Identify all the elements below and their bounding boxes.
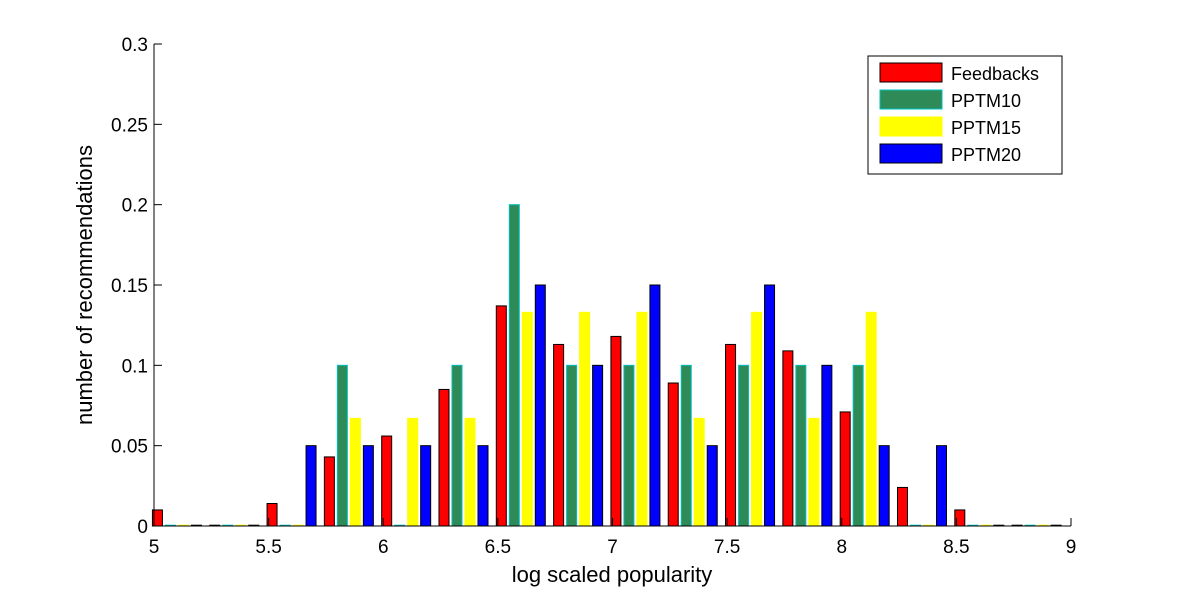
bar-feedbacks-11: [782, 350, 794, 527]
bar-feedbacks-10: [725, 343, 737, 527]
x-tick-label: 5.5: [255, 537, 281, 558]
bars-group: [151, 204, 1062, 527]
bar-pptm15-11: [808, 417, 820, 527]
bar-pptm10-3: [336, 364, 348, 527]
x-tick-label: 6.5: [485, 537, 511, 558]
legend-swatch-pptm20: [879, 143, 943, 164]
y-tick-label: 0.05: [111, 437, 148, 458]
bar-pptm10-12: [852, 364, 864, 527]
bar-pptm10-11: [795, 364, 807, 527]
bar-pptm15-3: [349, 417, 361, 527]
bar-pptm10-6: [508, 204, 520, 527]
y-tick-label: 0: [137, 517, 148, 538]
legend-label-feedbacks: Feedbacks: [951, 64, 1039, 84]
bar-pptm20-2: [305, 445, 317, 527]
bar-pptm20-5: [477, 445, 489, 527]
bar-pptm20-8: [649, 284, 661, 527]
bar-pptm15-7: [579, 311, 591, 527]
bar-feedbacks-6: [495, 305, 507, 527]
legend-swatch-pptm10: [879, 89, 943, 110]
x-axis-title: log scaled popularity: [512, 562, 713, 587]
legend-label-pptm20: PPTM20: [951, 145, 1021, 165]
bar-pptm20-13: [935, 445, 947, 527]
bar-feedbacks-12: [839, 411, 851, 527]
bar-pptm20-9: [706, 445, 718, 527]
y-tick-label: 0.1: [122, 356, 148, 377]
bar-pptm20-6: [534, 284, 546, 527]
x-tick-label: 8: [836, 537, 847, 558]
bar-pptm15-12: [865, 311, 877, 527]
bar-pptm10-7: [566, 364, 578, 527]
x-tick-label: 7.5: [714, 537, 740, 558]
x-tick-label: 7: [607, 537, 618, 558]
y-tick-label: 0.25: [111, 115, 148, 136]
legend: Feedbacks PPTM10 PPTM15 PPTM20: [867, 55, 1063, 175]
ticks-group: 5 5.5 6 6.5 7 7.5 8 8.5 9 0 0.05 0.1 0.15 0.2 0.25 0.3: [111, 35, 1076, 558]
bar-pptm10-10: [738, 364, 750, 527]
bar-feedbacks-5: [438, 388, 450, 527]
bar-pptm15-9: [693, 417, 705, 527]
x-tick-label: 8.5: [943, 537, 969, 558]
bar-pptm20-10: [764, 284, 776, 527]
bar-pptm20-7: [592, 364, 604, 527]
x-tick-label: 5: [149, 537, 160, 558]
x-tick-label: 9: [1066, 537, 1077, 558]
bar-pptm10-8: [623, 364, 635, 527]
bar-pptm15-6: [521, 311, 533, 527]
bar-feedbacks-4: [381, 435, 393, 527]
legend-label-pptm10: PPTM10: [951, 91, 1021, 111]
bar-pptm20-11: [821, 364, 833, 527]
bar-feedbacks-8: [610, 335, 622, 527]
bar-feedbacks-3: [323, 456, 335, 527]
y-tick-label: 0.3: [122, 35, 148, 56]
bar-pptm20-12: [878, 445, 890, 527]
legend-swatch-pptm15: [879, 116, 943, 137]
legend-swatch-feedbacks: [879, 62, 943, 83]
y-tick-label: 0.15: [111, 276, 148, 297]
bar-pptm10-9: [680, 364, 692, 527]
legend-label-pptm15: PPTM15: [951, 118, 1021, 138]
bar-pptm20-4: [420, 445, 432, 527]
x-tick-label: 6: [378, 537, 389, 558]
bar-pptm15-4: [407, 417, 419, 527]
bar-pptm15-5: [464, 417, 476, 527]
bar-pptm15-10: [751, 311, 763, 527]
bar-feedbacks-13: [896, 486, 908, 527]
y-tick-label: 0.2: [122, 196, 148, 217]
bar-feedbacks-7: [553, 343, 565, 527]
y-axis-title: number of recommendations: [72, 145, 97, 425]
bar-feedbacks-9: [667, 382, 679, 527]
bar-pptm10-5: [451, 364, 463, 527]
bar-pptm20-3: [362, 445, 374, 527]
bar-pptm15-8: [636, 311, 648, 527]
